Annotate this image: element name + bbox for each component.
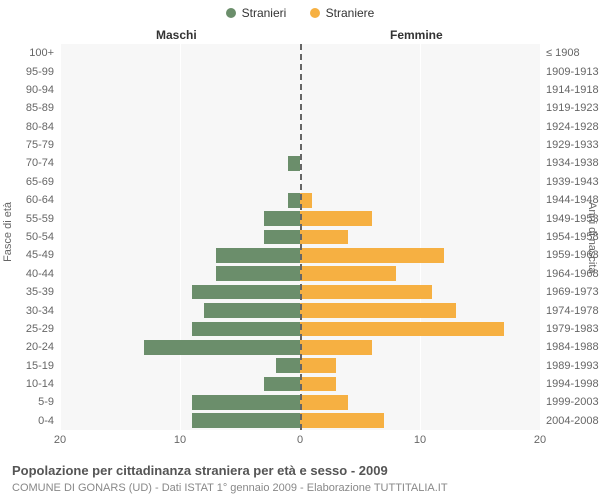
age-label: 65-69: [0, 176, 54, 188]
x-tick-label: 10: [414, 434, 426, 446]
bar-female: [300, 248, 444, 263]
bar-male: [192, 285, 300, 300]
cohort-label: 1979-1983: [546, 323, 600, 335]
legend-male-label: Stranieri: [242, 6, 287, 20]
bar-female: [300, 322, 504, 337]
bar-male: [144, 340, 300, 355]
age-label: 85-89: [0, 102, 54, 114]
legend-male-swatch: [226, 8, 236, 18]
cohort-label: 1909-1913: [546, 66, 600, 78]
cohort-label: 1999-2003: [546, 396, 600, 408]
x-tick-label: 20: [54, 434, 66, 446]
age-label: 75-79: [0, 139, 54, 151]
bar-male: [288, 156, 300, 171]
plot-area: [60, 44, 540, 430]
age-label: 35-39: [0, 286, 54, 298]
cohort-label: 1989-1993: [546, 360, 600, 372]
age-label: 70-74: [0, 157, 54, 169]
bar-male: [192, 413, 300, 428]
left-axis-title: Fasce di età: [2, 202, 14, 262]
bar-female: [300, 413, 384, 428]
x-axis-labels: 201001020: [60, 434, 540, 450]
column-header-male: Maschi: [156, 28, 197, 42]
cohort-label: 1939-1943: [546, 176, 600, 188]
x-tick-label: 0: [297, 434, 303, 446]
cohort-label: 1934-1938: [546, 157, 600, 169]
bar-male: [264, 211, 300, 226]
bar-male: [276, 358, 300, 373]
gridline: [540, 44, 541, 430]
chart-subtitle: COMUNE DI GONARS (UD) - Dati ISTAT 1° ge…: [12, 482, 448, 494]
bar-male: [204, 303, 300, 318]
bar-female: [300, 211, 372, 226]
legend-female: Straniere: [310, 6, 375, 20]
legend-male: Stranieri: [226, 6, 287, 20]
legend: Stranieri Straniere: [0, 6, 600, 21]
cohort-label: 1929-1933: [546, 139, 600, 151]
bar-male: [264, 377, 300, 392]
age-label: 95-99: [0, 66, 54, 78]
age-label: 0-4: [0, 415, 54, 427]
age-label: 100+: [0, 47, 54, 59]
column-header-female: Femmine: [390, 28, 443, 42]
age-label: 90-94: [0, 84, 54, 96]
age-label: 15-19: [0, 360, 54, 372]
cohort-label: 1984-1988: [546, 341, 600, 353]
x-tick-label: 10: [174, 434, 186, 446]
bar-female: [300, 377, 336, 392]
bar-male: [216, 248, 300, 263]
age-label: 30-34: [0, 305, 54, 317]
bar-female: [300, 340, 372, 355]
cohort-label: 1974-1978: [546, 305, 600, 317]
legend-female-swatch: [310, 8, 320, 18]
cohort-label: 1919-1923: [546, 102, 600, 114]
bar-male: [264, 230, 300, 245]
cohort-label: ≤ 1908: [546, 47, 600, 59]
age-label: 80-84: [0, 121, 54, 133]
bar-female: [300, 303, 456, 318]
legend-female-label: Straniere: [326, 6, 375, 20]
x-tick-label: 20: [534, 434, 546, 446]
right-axis-title: Anni di nascita: [586, 202, 598, 274]
cohort-label: 1969-1973: [546, 286, 600, 298]
age-label: 25-29: [0, 323, 54, 335]
cohort-label: 1924-1928: [546, 121, 600, 133]
bar-female: [300, 358, 336, 373]
bar-male: [288, 193, 300, 208]
bar-male: [216, 266, 300, 281]
pyramid-chart: Stranieri Straniere Maschi Femmine 100+ 9…: [0, 0, 600, 500]
bar-female: [300, 395, 348, 410]
zero-line: [300, 44, 302, 430]
bar-male: [192, 395, 300, 410]
chart-title: Popolazione per cittadinanza straniera p…: [12, 463, 388, 478]
cohort-label: 2004-2008: [546, 415, 600, 427]
age-label: 40-44: [0, 268, 54, 280]
bar-male: [192, 322, 300, 337]
bar-female: [300, 230, 348, 245]
bar-female: [300, 266, 396, 281]
age-label: 10-14: [0, 378, 54, 390]
age-label: 20-24: [0, 341, 54, 353]
age-label: 5-9: [0, 396, 54, 408]
bar-female: [300, 285, 432, 300]
cohort-label: 1914-1918: [546, 84, 600, 96]
cohort-label: 1994-1998: [546, 378, 600, 390]
